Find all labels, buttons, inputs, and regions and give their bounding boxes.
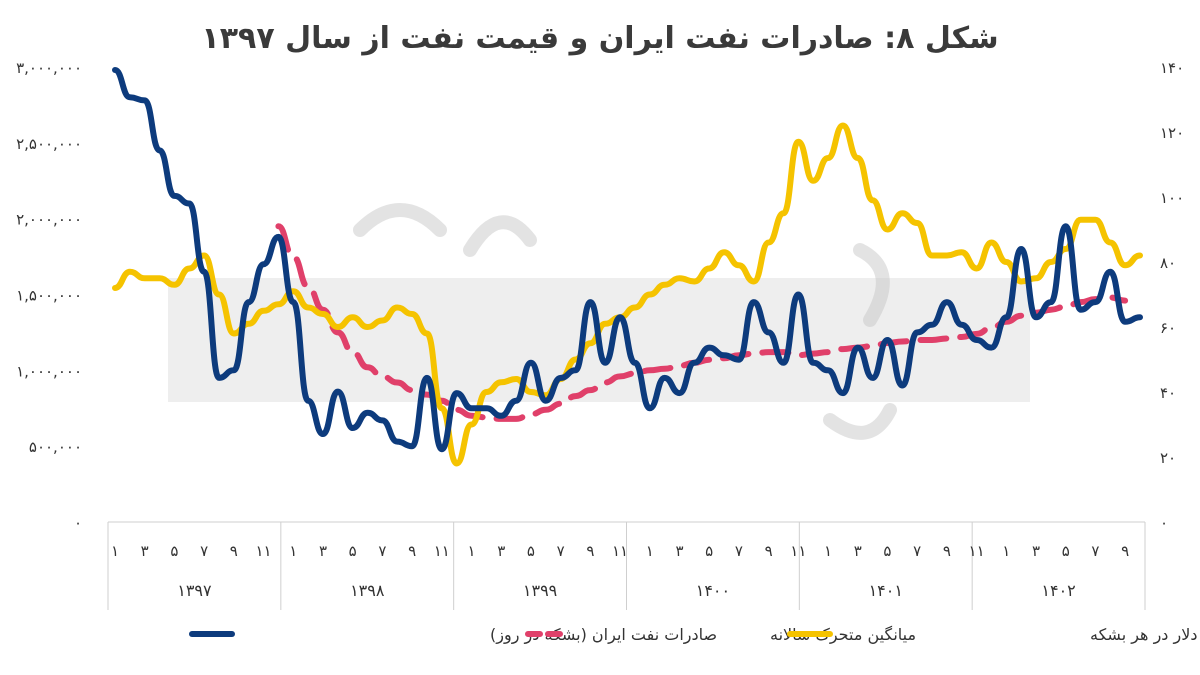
month-tick-label: ۱ (646, 542, 654, 560)
legend-label-moving-average: میانگین متحرک سالانه (770, 625, 916, 645)
month-tick-label: ۱۱ (434, 542, 450, 560)
month-tick-label: ۹ (408, 542, 416, 560)
month-tick-label: ۷ (557, 542, 565, 560)
left-tick-label: ۲,۰۰۰,۰۰۰ (16, 211, 82, 229)
month-tick-label: ۵ (170, 542, 178, 560)
month-tick-label: ۷ (913, 542, 921, 560)
year-label: ۱۳۹۸ (350, 581, 385, 600)
chart-title: شکل ۸: صادرات نفت ایران و قیمت نفت از سا… (201, 21, 998, 56)
month-tick-label: ۳ (854, 542, 862, 560)
year-label: ۱۴۰۰ (696, 581, 730, 600)
month-tick-label: ۱۱ (612, 542, 628, 560)
month-tick-label: ۵ (1062, 542, 1070, 560)
left-tick-label: ۱,۰۰۰,۰۰۰ (16, 362, 82, 380)
month-tick-label: ۵ (349, 542, 357, 560)
month-tick-label: ۵ (705, 542, 713, 560)
right-y-axis: ۰ ۲۰ ۴۰ ۶۰ ۸۰ ۱۰۰ ۱۲۰ ۱۴۰ (1160, 59, 1184, 532)
series-layer (112, 67, 1143, 467)
month-tick-label: ۹ (1121, 542, 1129, 560)
right-tick-label: ۸۰ (1160, 254, 1176, 272)
month-tick-label: ۵ (883, 542, 891, 560)
month-tick-label: ۱۱ (790, 542, 806, 560)
month-tick-label: ۱ (824, 542, 832, 560)
legend: صادرات نفت ایران (بشکه در روز) میانگین م… (189, 625, 1200, 645)
legend-label-exports: صادرات نفت ایران (بشکه در روز) (490, 625, 717, 645)
month-tick-label: ۷ (378, 542, 386, 560)
month-tick-label: ۳ (675, 542, 683, 560)
right-tick-label: ۱۴۰ (1160, 59, 1184, 77)
left-tick-label: ۳,۰۰۰,۰۰۰ (16, 59, 82, 77)
left-tick-label: ۱,۵۰۰,۰۰۰ (16, 287, 82, 305)
month-tick-label: ۳ (497, 542, 505, 560)
month-tick-label: ۳ (319, 542, 327, 560)
month-tick-label: ۹ (765, 542, 773, 560)
month-tick-label: ۱۱ (255, 542, 271, 560)
month-tick-label: ۱ (1002, 542, 1010, 560)
month-tick-label: ۹ (943, 542, 951, 560)
series-exports-line (112, 67, 1143, 453)
month-tick-label: ۱۱ (969, 542, 985, 560)
right-tick-label: ۱۰۰ (1160, 189, 1184, 207)
right-tick-label: ۱۲۰ (1160, 124, 1184, 142)
month-tick-label: ۱ (289, 542, 297, 560)
year-label: ۱۴۰۲ (1041, 581, 1075, 600)
month-tick-label: ۷ (1091, 542, 1099, 560)
month-tick-label: ۱ (111, 542, 119, 560)
month-tick-label: ۱ (467, 542, 475, 560)
right-tick-label: ۶۰ (1160, 319, 1176, 337)
year-label: ۱۳۹۷ (177, 581, 212, 600)
right-tick-label: ۲۰ (1160, 449, 1176, 467)
legend-label-brent-price: قیمت نفت برنت - دلار در هر بشکه (1090, 625, 1200, 645)
year-label: ۱۳۹۹ (523, 581, 557, 600)
x-axis-frame (107, 521, 1146, 610)
month-tick-label: ۳ (141, 542, 149, 560)
left-tick-label: ۵۰۰,۰۰۰ (29, 438, 82, 456)
month-tick-label: ۳ (1032, 542, 1040, 560)
left-tick-label: ۲,۵۰۰,۰۰۰ (16, 135, 82, 153)
month-tick-label: ۷ (735, 542, 743, 560)
left-tick-label: ۰ (74, 514, 82, 532)
month-tick-label: ۹ (586, 542, 594, 560)
right-tick-label: ۰ (1160, 514, 1168, 532)
right-tick-label: ۴۰ (1160, 384, 1176, 402)
month-tick-label: ۵ (527, 542, 535, 560)
year-label: ۱۴۰۱ (869, 581, 903, 600)
month-tick-label: ۹ (230, 542, 238, 560)
left-y-axis: ۰ ۵۰۰,۰۰۰ ۱,۰۰۰,۰۰۰ ۱,۵۰۰,۰۰۰ ۲,۰۰۰,۰۰۰ ۲,۵۰۰… (16, 59, 82, 532)
month-tick-label: ۷ (200, 542, 208, 560)
